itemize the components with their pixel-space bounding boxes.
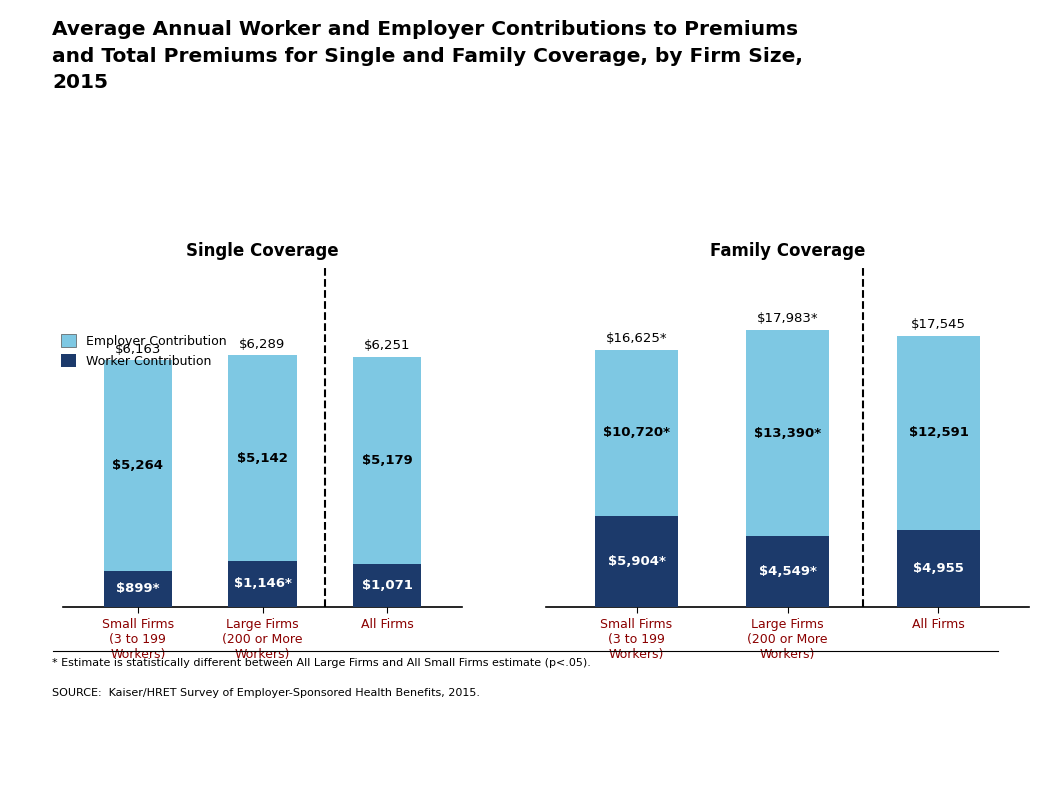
Legend: Employer Contribution, Worker Contribution: Employer Contribution, Worker Contributi… — [61, 334, 227, 368]
Bar — [897, 530, 980, 607]
Title: Family Coverage: Family Coverage — [710, 242, 865, 260]
Text: $5,142: $5,142 — [237, 451, 288, 464]
Bar — [746, 536, 830, 607]
Text: $6,289: $6,289 — [239, 337, 286, 350]
Text: $5,264: $5,264 — [112, 459, 164, 472]
Bar — [897, 336, 980, 530]
Text: $17,545: $17,545 — [911, 318, 966, 331]
Bar — [104, 360, 172, 571]
Text: Average Annual Worker and Employer Contributions to Premiums
and Total Premiums : Average Annual Worker and Employer Contr… — [52, 20, 803, 92]
Bar — [104, 571, 172, 607]
Bar — [228, 355, 297, 561]
Text: $16,625*: $16,625* — [606, 332, 668, 345]
Text: $5,904*: $5,904* — [608, 555, 666, 568]
Bar — [353, 357, 421, 564]
Bar — [595, 515, 678, 607]
Text: $10,720*: $10,720* — [603, 426, 670, 439]
Bar — [746, 330, 830, 536]
Text: $1,071: $1,071 — [362, 579, 413, 592]
Title: Single Coverage: Single Coverage — [186, 242, 339, 260]
Text: $17,983*: $17,983* — [757, 312, 818, 325]
Bar — [353, 564, 421, 607]
Bar — [595, 350, 678, 515]
Text: * Estimate is statistically different between All Large Firms and All Small Firm: * Estimate is statistically different be… — [52, 658, 591, 667]
Text: $4,955: $4,955 — [914, 562, 964, 575]
Text: SOURCE:  Kaiser/HRET Survey of Employer-Sponsored Health Benefits, 2015.: SOURCE: Kaiser/HRET Survey of Employer-S… — [52, 688, 481, 697]
Text: $13,390*: $13,390* — [754, 426, 821, 439]
Text: $899*: $899* — [117, 582, 160, 595]
Text: $1,146*: $1,146* — [233, 578, 292, 591]
Text: $4,549*: $4,549* — [758, 565, 817, 578]
Bar — [228, 561, 297, 607]
Text: $6,251: $6,251 — [364, 339, 411, 352]
Text: $5,179: $5,179 — [362, 454, 413, 467]
Text: $12,591: $12,591 — [908, 426, 968, 439]
Text: $6,163: $6,163 — [114, 342, 161, 356]
